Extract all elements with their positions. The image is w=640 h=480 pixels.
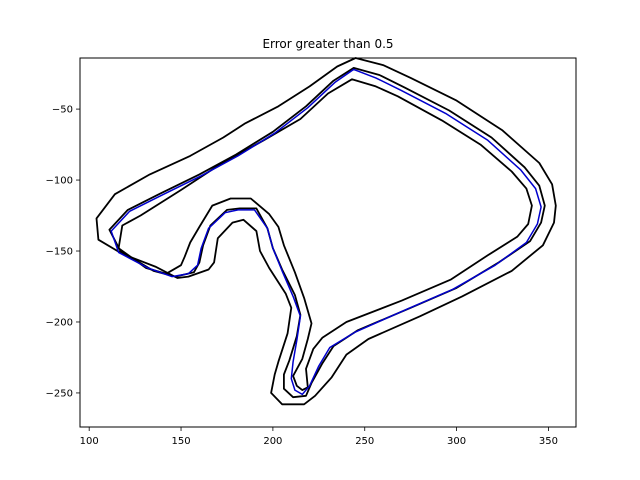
x-tick-label: 200 (263, 436, 282, 447)
y-tick-label: −250 (46, 388, 73, 399)
chart-title: Error greater than 0.5 (262, 37, 393, 51)
series-driven-path (110, 68, 542, 396)
axes: 100 150 200 250 300 350 −50 −100 −150 −200 −250 (46, 105, 558, 447)
plot-frame (79, 57, 577, 428)
y-tick-label: −200 (46, 317, 73, 328)
y-tick-label: −150 (46, 247, 73, 258)
plot-area (95, 57, 557, 406)
x-tick-label: 250 (355, 436, 374, 447)
y-tick-label: −50 (52, 105, 73, 116)
series-reference-line (108, 67, 546, 399)
x-tick-label: 300 (447, 436, 466, 447)
x-tick-label: 350 (539, 436, 558, 447)
x-tick-label: 150 (171, 436, 190, 447)
series-track-outer-boundary (95, 57, 557, 406)
x-tick-label: 100 (80, 436, 99, 447)
series-track-inner-boundary (117, 78, 533, 391)
y-tick-label: −100 (46, 176, 73, 187)
